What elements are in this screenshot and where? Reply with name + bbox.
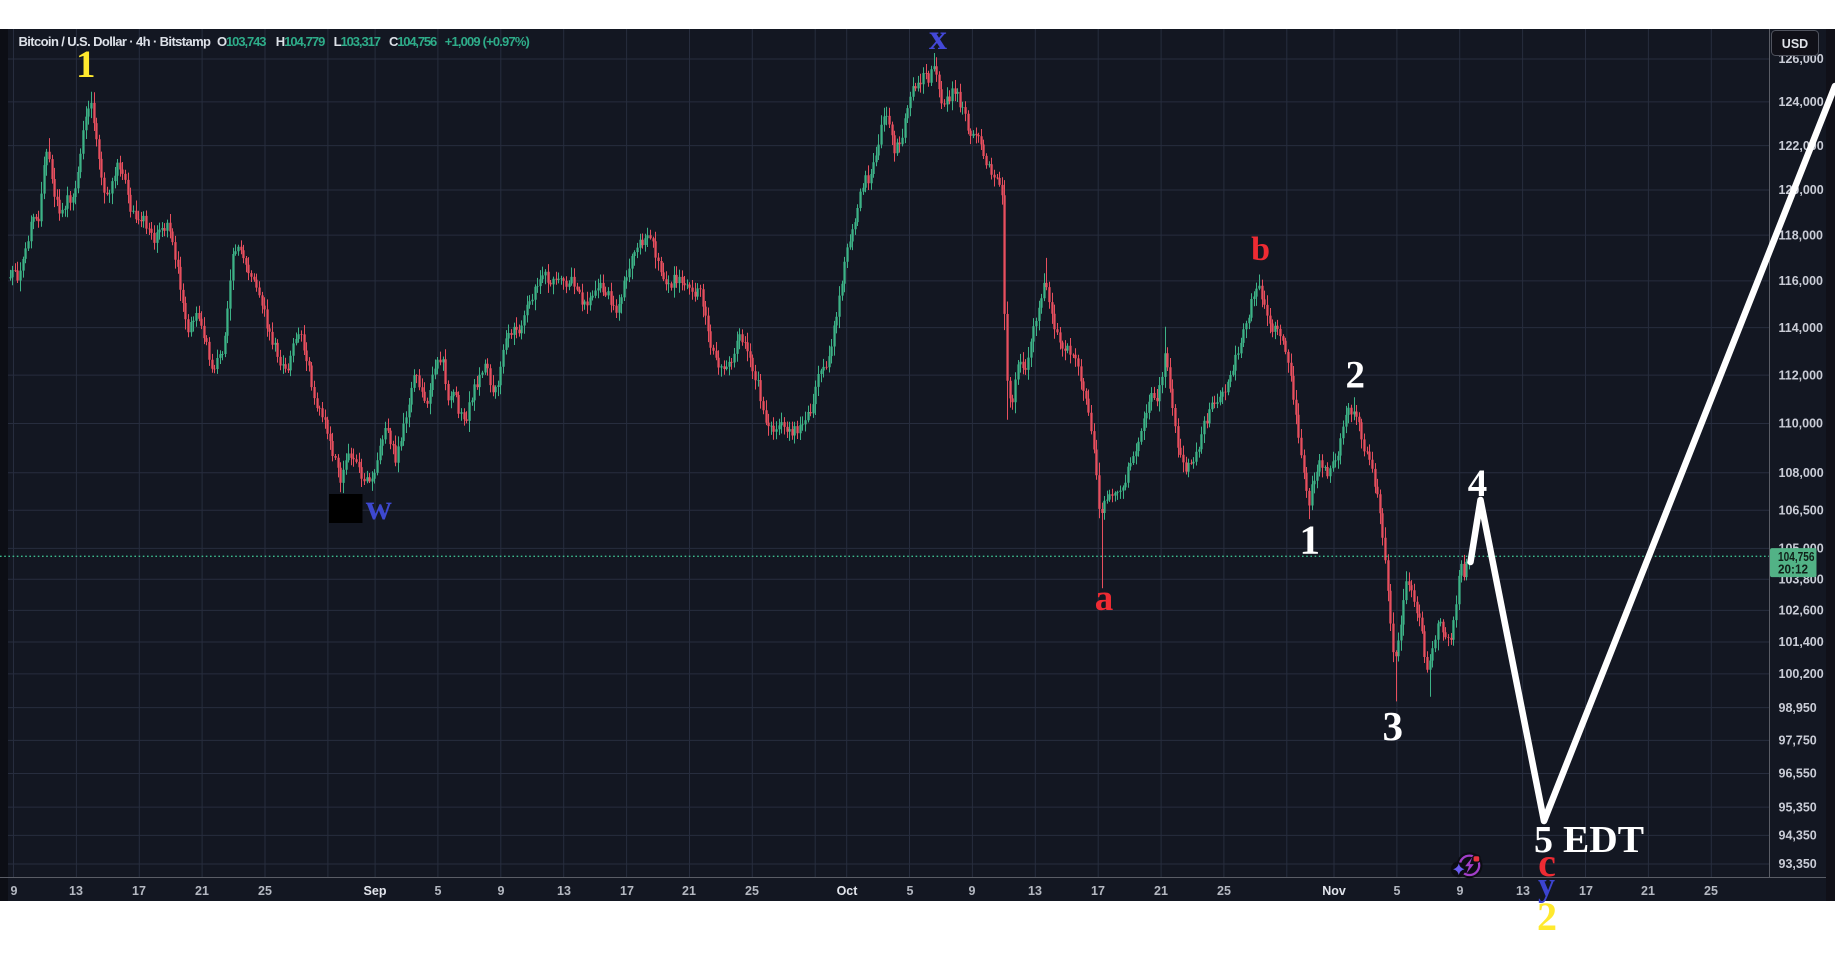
svg-text:9: 9: [11, 884, 18, 898]
svg-text:b: b: [1251, 231, 1270, 268]
svg-text:93,350: 93,350: [1779, 857, 1817, 871]
svg-text:Oct: Oct: [837, 884, 859, 898]
svg-text:13: 13: [557, 884, 571, 898]
svg-text:108,000: 108,000: [1779, 466, 1824, 480]
svg-text:13: 13: [1516, 884, 1530, 898]
svg-text:25: 25: [258, 884, 272, 898]
svg-text:17: 17: [1579, 884, 1593, 898]
svg-text:110,000: 110,000: [1779, 417, 1824, 431]
svg-text:O103,743: O103,743: [217, 34, 267, 49]
svg-text:106,500: 106,500: [1779, 504, 1824, 518]
svg-text:13: 13: [69, 884, 83, 898]
svg-text:c: c: [1538, 840, 1556, 885]
svg-text:102,600: 102,600: [1779, 604, 1824, 618]
svg-text:114,000: 114,000: [1779, 321, 1824, 335]
svg-text:104,756: 104,756: [1778, 550, 1815, 564]
svg-text:21: 21: [1641, 884, 1655, 898]
svg-text:112,000: 112,000: [1779, 368, 1824, 382]
svg-text:21: 21: [195, 884, 209, 898]
svg-text:2: 2: [1345, 354, 1365, 397]
svg-text:C104,756: C104,756: [389, 34, 437, 49]
svg-text:4: 4: [1468, 462, 1488, 505]
svg-text:25: 25: [745, 884, 759, 898]
svg-text:w: w: [366, 487, 392, 527]
svg-text:a: a: [1095, 578, 1114, 619]
svg-text:Bitcoin / U.S. Dollar · 4h · B: Bitcoin / U.S. Dollar · 4h · Bitstamp: [19, 34, 212, 49]
svg-text:L103,317: L103,317: [334, 34, 381, 49]
svg-text:13: 13: [1028, 884, 1042, 898]
svg-text:116,000: 116,000: [1779, 274, 1824, 288]
svg-text:9: 9: [498, 884, 505, 898]
svg-text:+1,009 (+0.97%): +1,009 (+0.97%): [445, 34, 530, 49]
svg-text:118,000: 118,000: [1779, 228, 1824, 242]
svg-text:96,550: 96,550: [1779, 767, 1817, 781]
svg-text:25: 25: [1704, 884, 1718, 898]
svg-text:17: 17: [620, 884, 634, 898]
svg-text:95,350: 95,350: [1779, 800, 1817, 814]
svg-text:3: 3: [1382, 703, 1403, 749]
svg-text:y: y: [1538, 867, 1555, 904]
svg-text:2: 2: [1537, 894, 1557, 939]
svg-text:EDT: EDT: [1563, 819, 1644, 861]
svg-text:5: 5: [907, 884, 914, 898]
svg-text:17: 17: [132, 884, 146, 898]
svg-text:H104,779: H104,779: [276, 34, 326, 49]
svg-text:USD: USD: [1782, 37, 1808, 51]
svg-text:94,350: 94,350: [1779, 829, 1817, 843]
svg-text:97,750: 97,750: [1779, 734, 1817, 748]
svg-text:122,000: 122,000: [1779, 139, 1824, 153]
svg-text:Sep: Sep: [364, 884, 387, 898]
svg-text:101,400: 101,400: [1779, 635, 1824, 649]
svg-text:x: x: [929, 17, 947, 57]
svg-text:100,200: 100,200: [1779, 667, 1824, 681]
svg-text:98,950: 98,950: [1779, 701, 1817, 715]
svg-text:17: 17: [1091, 884, 1105, 898]
svg-text:1: 1: [1299, 517, 1320, 563]
svg-text:9: 9: [969, 884, 976, 898]
svg-text:5: 5: [1534, 819, 1553, 861]
svg-text:20:12: 20:12: [1778, 562, 1808, 576]
svg-text:1: 1: [76, 43, 96, 86]
svg-text:21: 21: [682, 884, 696, 898]
svg-text:5: 5: [435, 884, 442, 898]
svg-text:5: 5: [1394, 884, 1401, 898]
svg-text:25: 25: [1217, 884, 1231, 898]
svg-text:124,000: 124,000: [1779, 95, 1824, 109]
svg-text:21: 21: [1154, 884, 1168, 898]
svg-text:Nov: Nov: [1322, 884, 1346, 898]
svg-text:9: 9: [1457, 884, 1464, 898]
svg-text:120,000: 120,000: [1779, 183, 1824, 197]
